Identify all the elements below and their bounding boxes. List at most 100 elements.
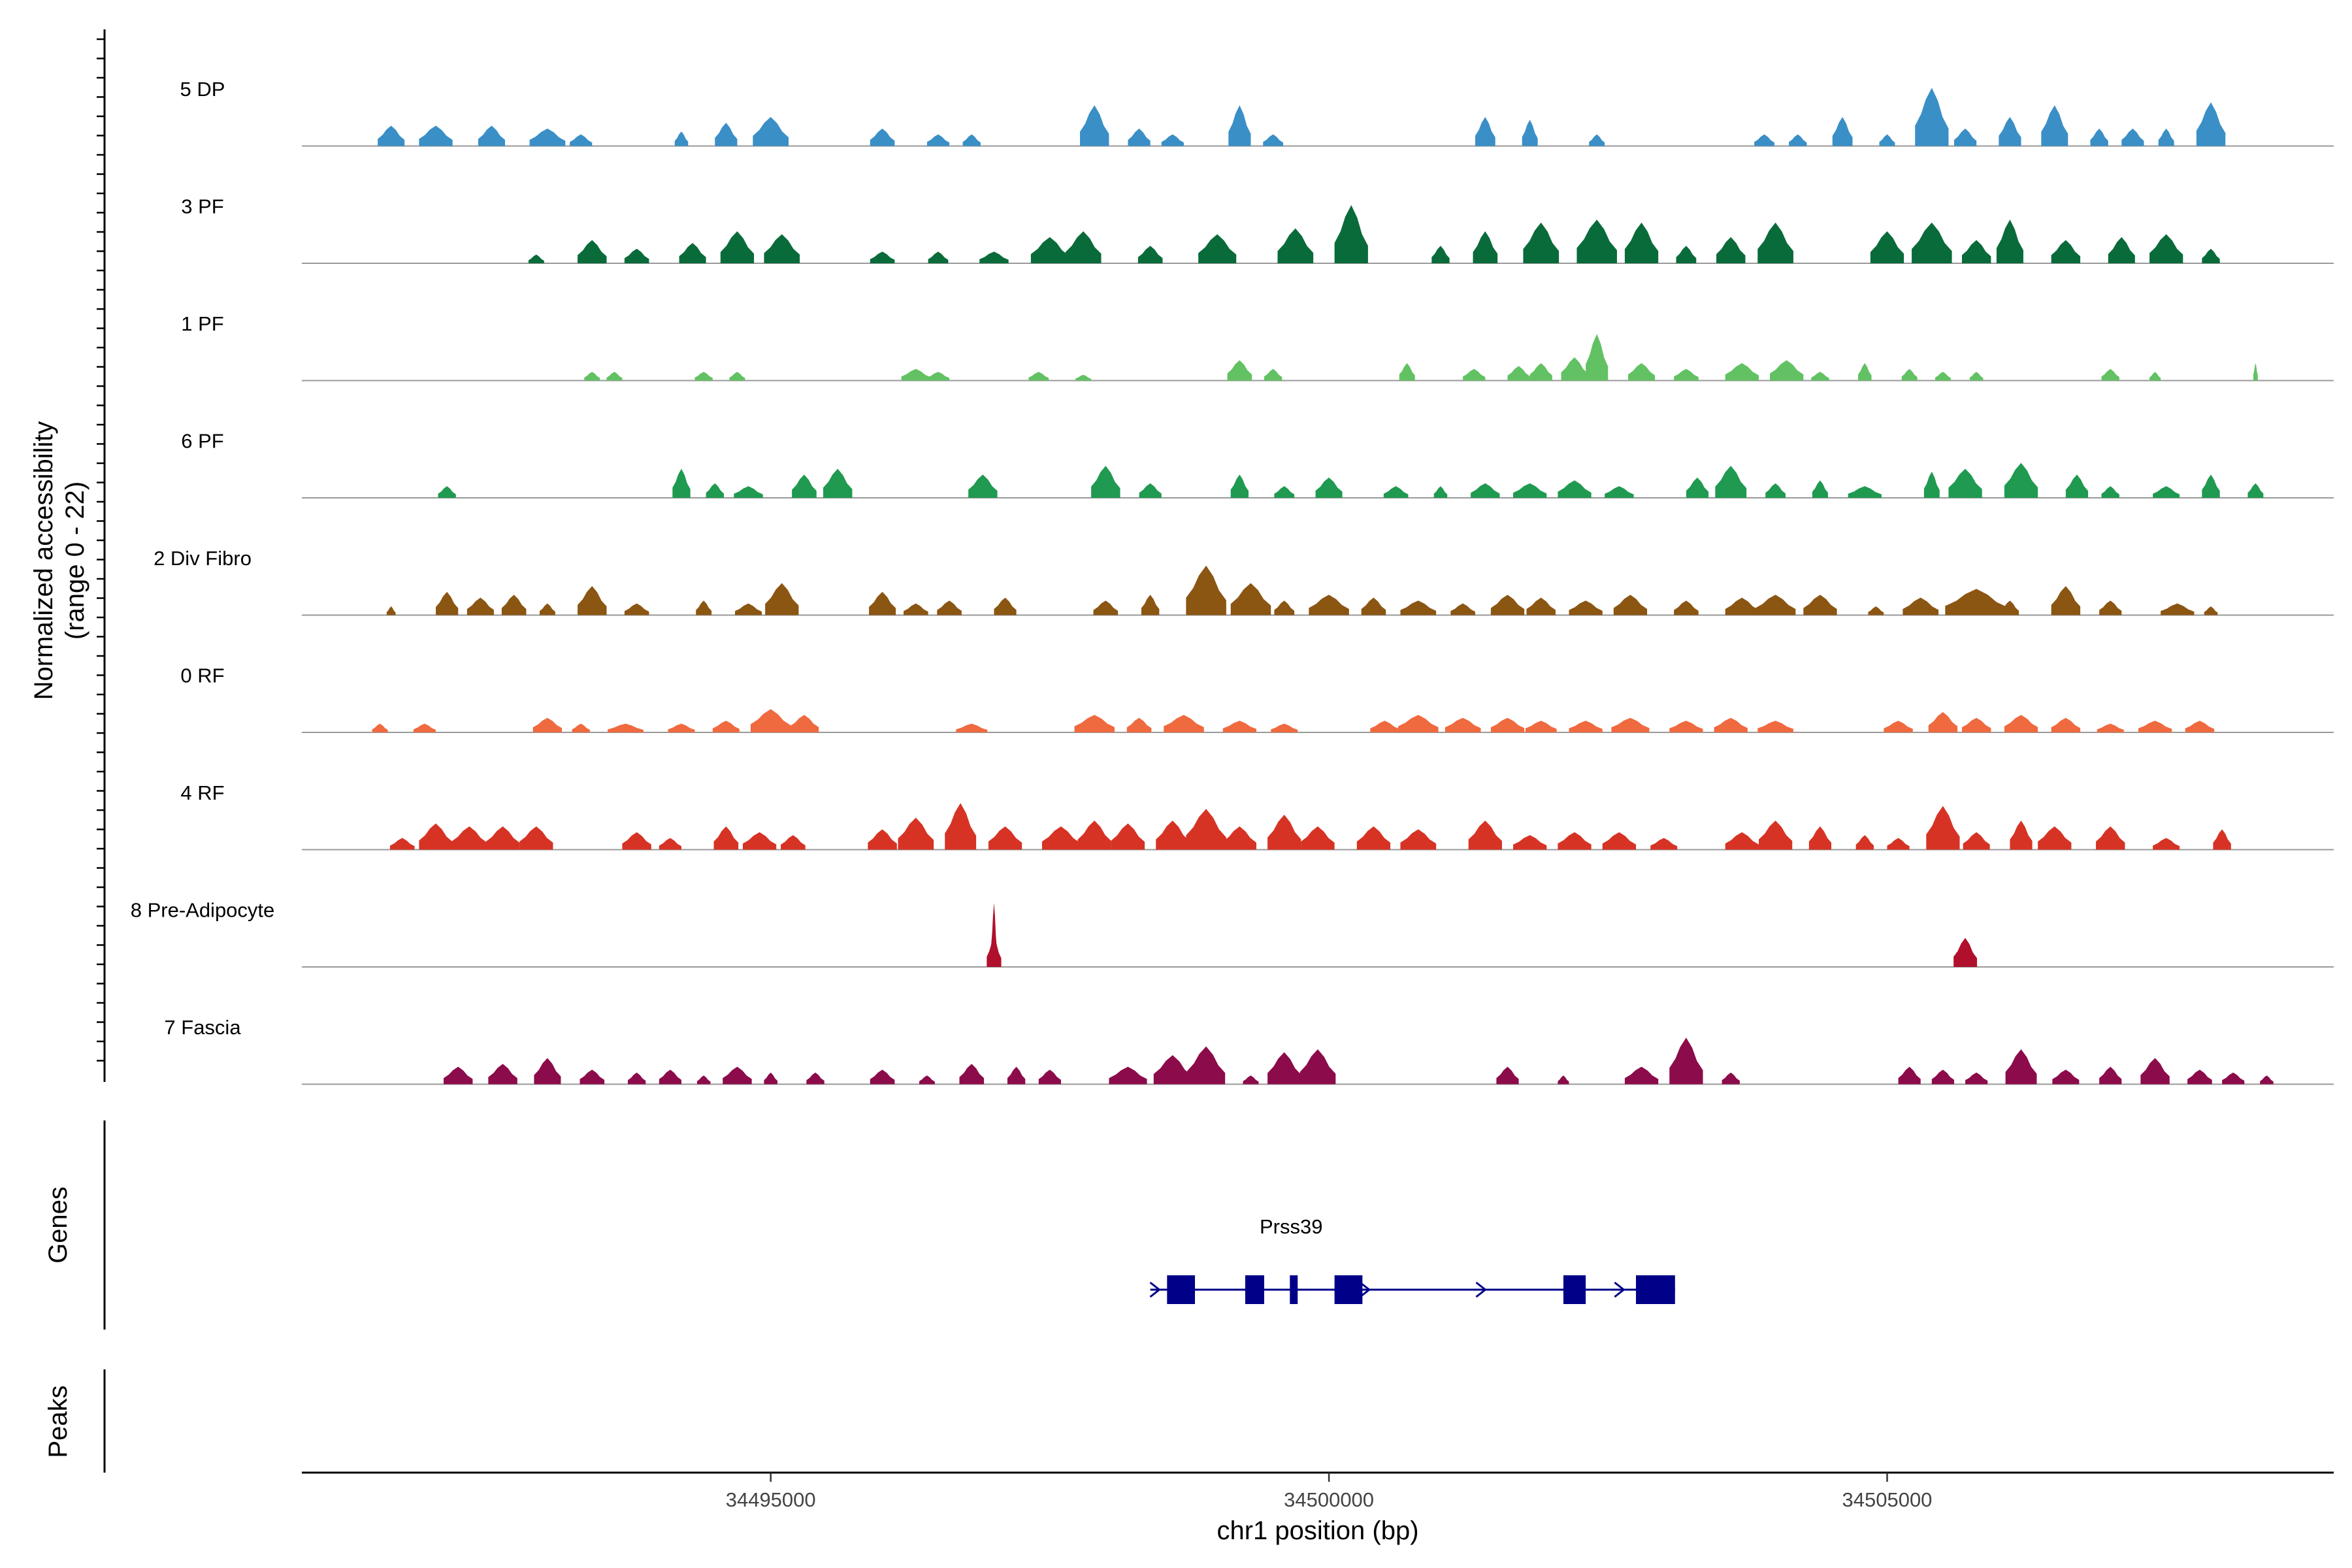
coverage-peak — [2038, 826, 2072, 850]
coverage-peak — [1161, 134, 1184, 146]
coverage-peak — [735, 603, 762, 615]
coverage-peak — [2010, 820, 2033, 850]
gene-exon — [1245, 1275, 1264, 1304]
coverage-peak — [570, 134, 593, 146]
coverage-peak — [1370, 721, 1399, 732]
coverage-peak — [419, 823, 453, 850]
coverage-y-axis-ticks — [97, 38, 105, 1062]
coverage-peak — [870, 128, 895, 146]
coverage-peak — [713, 826, 739, 850]
coverage-peak — [2096, 826, 2125, 850]
coverage-peak — [1884, 721, 1913, 732]
coverage-peak — [674, 131, 689, 146]
coverage-peak — [1926, 806, 1960, 850]
coverage-peak — [1669, 721, 1703, 732]
coverage-peak — [1111, 823, 1145, 850]
coverage-peak — [1080, 105, 1109, 146]
coverage-peak — [729, 372, 745, 381]
coverage-peak — [1198, 234, 1237, 263]
strand-arrow — [1475, 1281, 1487, 1298]
coverage-peak — [1141, 595, 1160, 615]
coverage-peak — [968, 474, 998, 498]
coverage-peak — [2196, 102, 2226, 146]
coverage-peak — [1754, 134, 1774, 146]
coverage-peak — [1963, 832, 1990, 850]
coverage-peak — [1961, 717, 1991, 732]
coverage-peak — [1715, 466, 1747, 498]
coverage-peak — [1602, 832, 1637, 850]
track-label-0-rf: 0 RF — [180, 664, 224, 687]
gene-exon — [1290, 1275, 1298, 1304]
track-label-7-fascia: 7 Fascia — [164, 1016, 241, 1039]
coverage-peak — [1400, 600, 1437, 615]
x-axis-ticks: 34495000 34500000 34505000 — [726, 1473, 1932, 1511]
coverage-peak — [659, 1070, 681, 1085]
coverage-peak — [962, 134, 981, 146]
coverage-peak — [2153, 486, 2180, 498]
coverage-peak — [1558, 832, 1592, 850]
coverage-peak — [1722, 1072, 1740, 1085]
coverage-peak — [2204, 606, 2218, 615]
coverage-peak — [578, 585, 607, 615]
track-label-6-pf: 6 PF — [181, 430, 223, 453]
coverage-peak — [1669, 1037, 1703, 1085]
coverage-peak — [1399, 363, 1415, 381]
coverage-peak — [622, 832, 651, 850]
coverage-peak — [478, 125, 505, 146]
coverage-peak — [1513, 483, 1547, 498]
coverage-peak — [1811, 372, 1829, 381]
coverage-peak — [608, 723, 644, 732]
coverage-peak — [1898, 1066, 1921, 1085]
coverage-peak — [712, 721, 740, 732]
coverage-peak — [1868, 606, 1884, 615]
coverage-peak — [1954, 128, 1977, 146]
coverage-peak — [1945, 589, 2008, 615]
coverage-peak — [2161, 603, 2195, 615]
coverage-peak — [1228, 105, 1251, 146]
strand-arrow — [1359, 1281, 1371, 1298]
coverage-peak — [994, 597, 1017, 615]
coverage-peak — [1475, 116, 1495, 146]
coverage-peak — [2247, 483, 2264, 498]
x-axis-tick-label: 34500000 — [1284, 1488, 1374, 1511]
coverage-peak — [1525, 721, 1557, 732]
coverage-peak — [1301, 826, 1335, 850]
coverage-peak — [2108, 237, 2135, 263]
coverage-peak — [1263, 134, 1284, 146]
coverage-peak — [2001, 600, 2019, 615]
coverage-peak — [2202, 248, 2220, 263]
coverage-peak — [1139, 483, 1162, 498]
coverage-peak — [1473, 231, 1498, 263]
coverage-peak — [720, 231, 755, 263]
coverage-peak — [901, 368, 931, 381]
coverage-peak — [1356, 826, 1391, 850]
coverage-peak — [584, 372, 600, 381]
coverage-peak — [715, 122, 738, 146]
coverage-peak — [624, 248, 649, 263]
coverage-peak — [937, 600, 962, 615]
coverage-peak — [2101, 486, 2119, 498]
coverage-peak — [580, 1070, 605, 1085]
coverage-peak — [1770, 360, 1804, 381]
coverage-peak — [2187, 1070, 2212, 1085]
coverage-peak — [1716, 237, 1746, 263]
coverage-peak — [2051, 717, 2081, 732]
coverage-peak — [413, 723, 436, 732]
coverage-peak — [1091, 466, 1120, 498]
coverage-peak — [1398, 715, 1439, 732]
coverage-peak — [1227, 360, 1252, 381]
coverage-peak — [419, 125, 453, 146]
coverage-peak — [451, 826, 487, 850]
track-8-pre-adipocyte: 8 Pre-Adipocyte — [131, 899, 2334, 968]
coverage-peak — [2140, 1058, 2170, 1085]
track-label-5-dp: 5 DP — [180, 78, 225, 101]
coverage-peak — [659, 838, 681, 850]
coverage-peak — [1137, 246, 1163, 263]
coverage-peak — [2004, 715, 2038, 732]
coverage-peak — [753, 116, 789, 146]
coverage-peak — [1676, 246, 1697, 263]
coverage-peak — [378, 125, 405, 146]
coverage-peak — [2260, 1075, 2274, 1085]
coverage-peak — [1433, 486, 1448, 498]
coverage-peak — [1789, 134, 1807, 146]
